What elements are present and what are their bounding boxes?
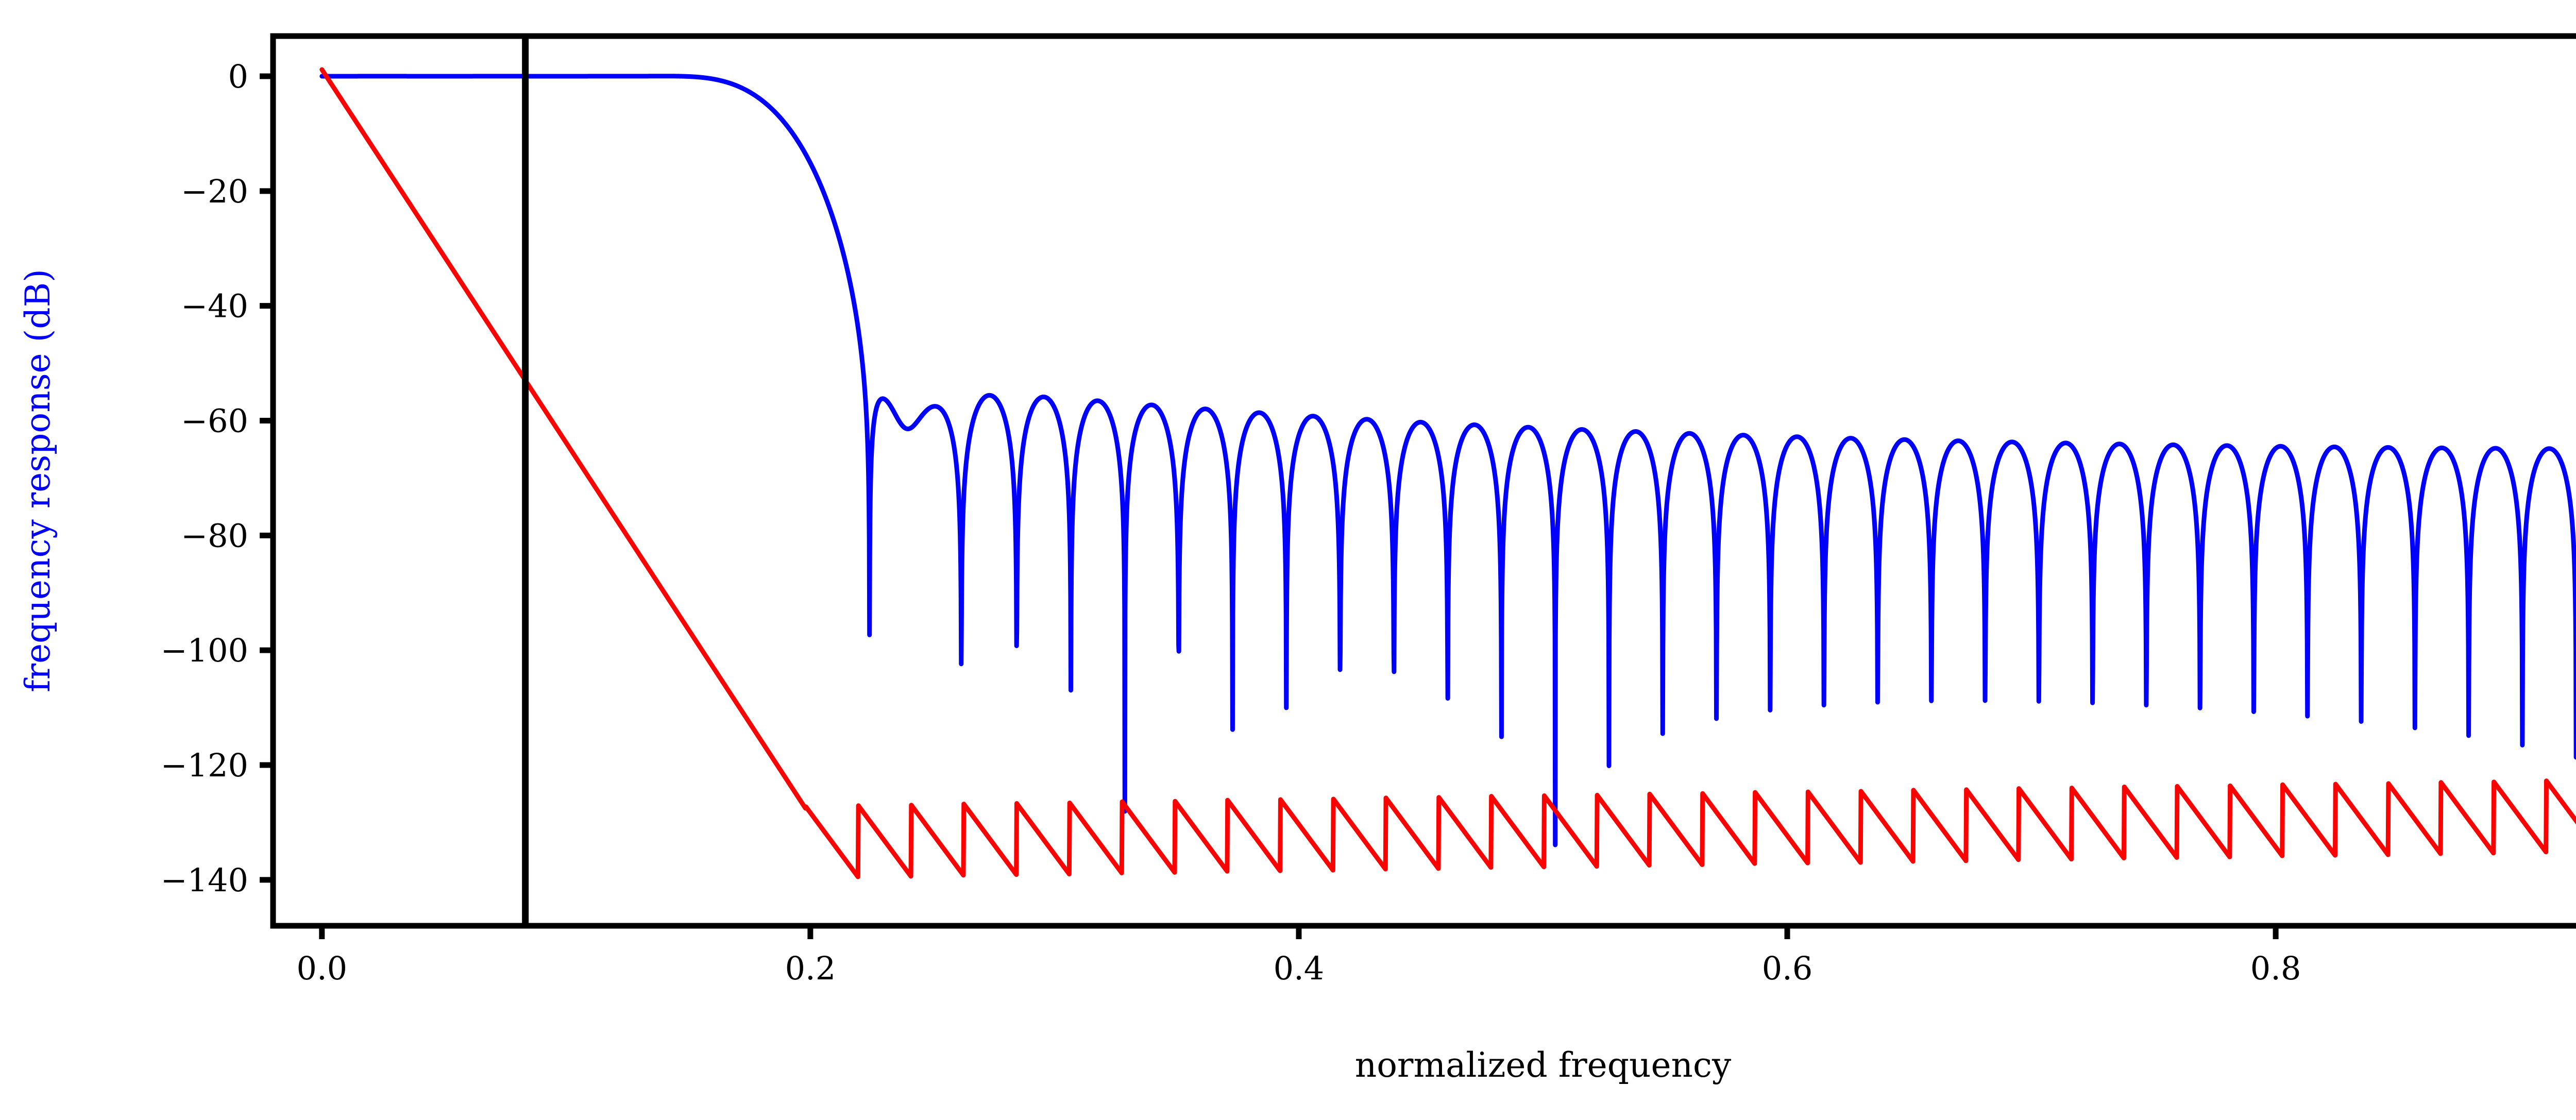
x-tick-label: 0.0 bbox=[297, 949, 348, 987]
x-tick-label: 0.6 bbox=[1762, 949, 1813, 987]
phase-response-line bbox=[319, 67, 2576, 879]
y-tick-label-left: −20 bbox=[181, 173, 248, 210]
axis-ticks: 0.00.20.40.60.81.00−20−40−60−80−100−120−… bbox=[161, 58, 2301, 987]
axis-frame bbox=[270, 33, 2576, 929]
y-tick-label-left: −80 bbox=[181, 517, 248, 554]
axes-spines bbox=[270, 33, 2576, 929]
y-tick-label-left: −140 bbox=[161, 861, 248, 899]
y-tick-label-left: −40 bbox=[181, 287, 248, 325]
y-tick-label-left: −60 bbox=[181, 402, 248, 440]
series-layer bbox=[319, 36, 2576, 926]
left-axis-title: frequency response (dB) bbox=[18, 269, 58, 692]
bottom-axis-title: normalized frequency bbox=[1355, 1045, 1732, 1085]
y-tick-label-left: −120 bbox=[161, 746, 248, 784]
magnitude-response-line bbox=[319, 74, 2576, 847]
y-tick-label-left: −100 bbox=[161, 632, 248, 669]
x-tick-label: 0.8 bbox=[2250, 949, 2301, 987]
x-tick-label: 0.2 bbox=[785, 949, 836, 987]
x-tick-label: 0.4 bbox=[1274, 949, 1325, 987]
y-tick-label-left: 0 bbox=[228, 58, 248, 95]
